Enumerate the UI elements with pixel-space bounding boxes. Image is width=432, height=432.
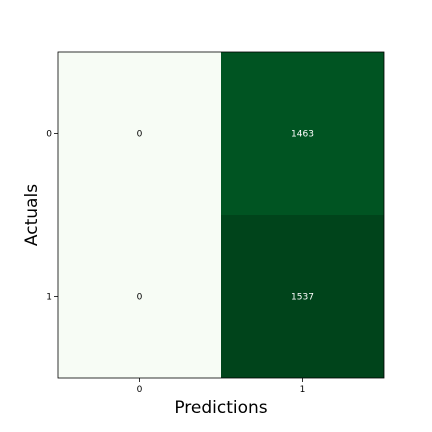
y-axis-label: Actuals: [22, 184, 42, 246]
heatmap-cell: [221, 215, 384, 378]
heatmap-cells: 0 1463 0 1537: [58, 52, 384, 378]
x-tick-label: 1: [300, 385, 306, 395]
cell-value-label: 1537: [291, 293, 314, 303]
heatmap-cell: [58, 215, 221, 378]
heatmap-cell: [221, 52, 384, 215]
plot-frame: [57, 51, 385, 379]
x-axis-label: Predictions: [174, 398, 267, 418]
heatmap-cell: [58, 52, 221, 215]
cell-value-label: 0: [137, 130, 143, 140]
cell-value-label: 1463: [291, 130, 314, 140]
x-tick-label: 0: [137, 385, 143, 395]
y-tick-label: 0: [46, 130, 52, 140]
y-tick-label: 1: [46, 293, 52, 303]
cell-value-label: 0: [137, 293, 143, 303]
y-axis-ticks: 01: [46, 130, 58, 303]
